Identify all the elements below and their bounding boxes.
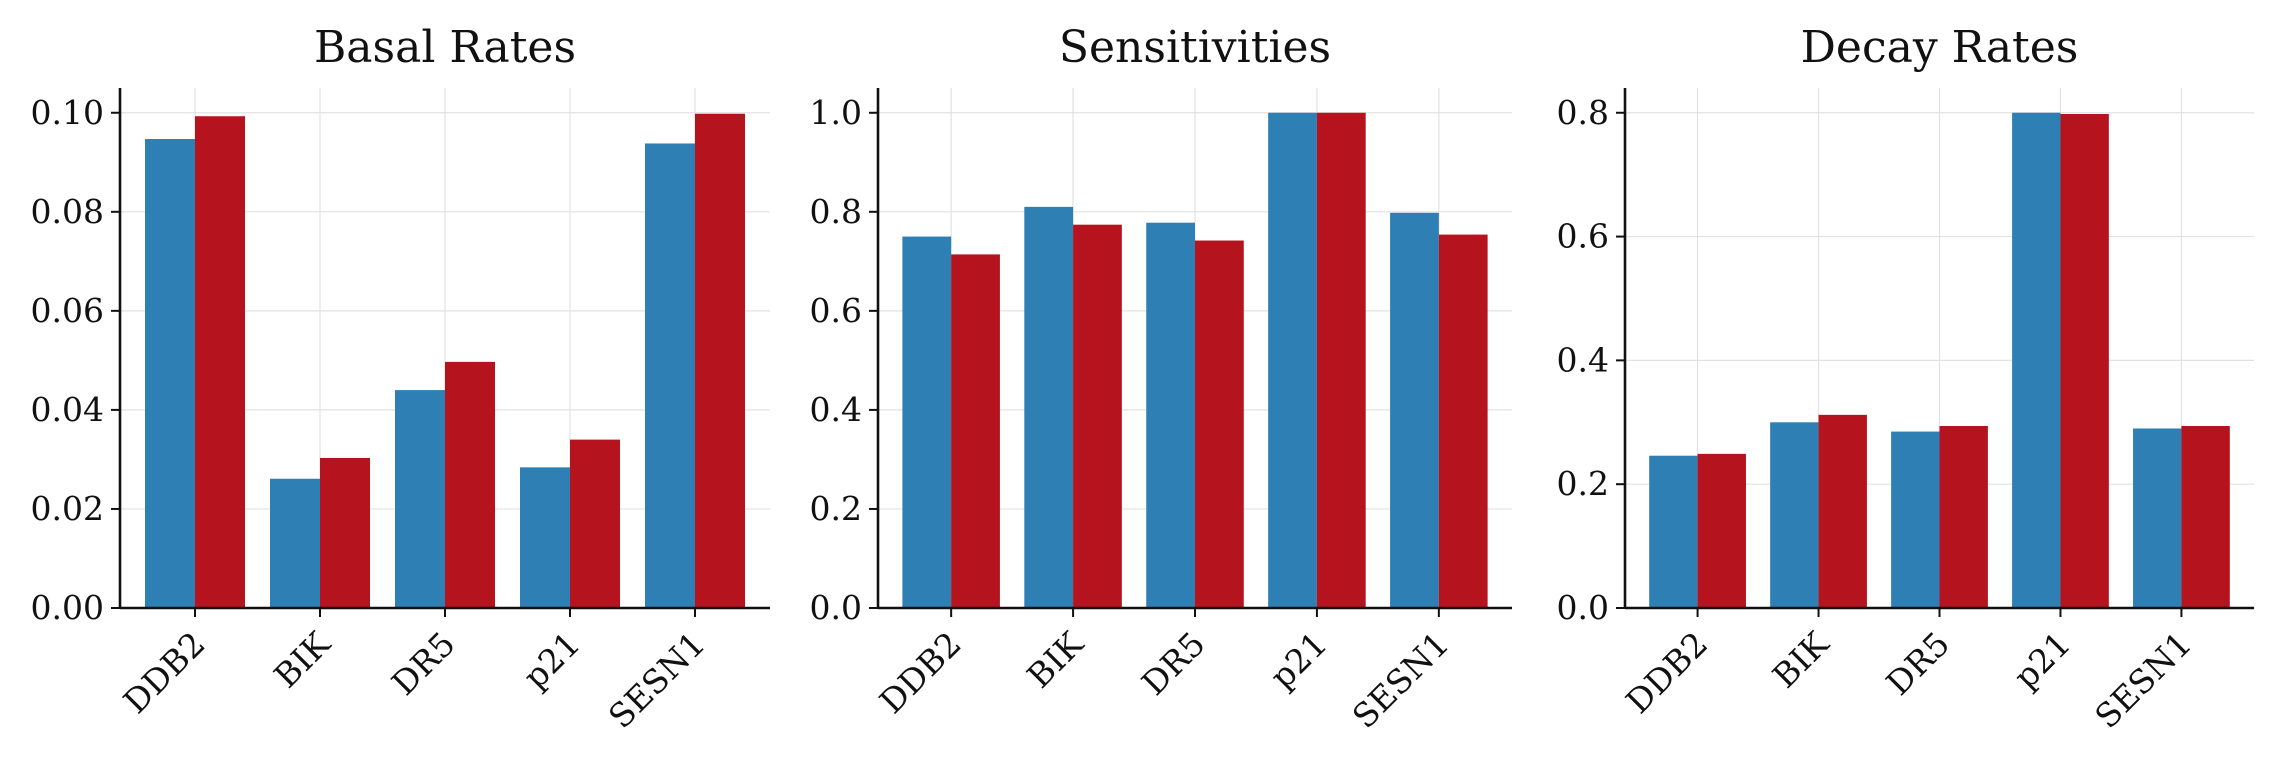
panel-2: 0.0 0.2 0.4 0.6 0.8 1.0 DDB2 BIK DR5 p21 SESN1 Sens… xyxy=(810,22,1512,736)
bar-p21-series-1 xyxy=(1268,112,1317,608)
x-tick-label-ddb2: DDB2 xyxy=(1618,624,1715,721)
bar-ddb2-series-1 xyxy=(1649,455,1698,608)
y-tick-label: 0.06 xyxy=(31,291,104,330)
panel-title: Decay Rates xyxy=(1801,22,2079,73)
y-tick-label: 0.6 xyxy=(810,291,862,330)
panel-title: Sensitivities xyxy=(1059,22,1331,73)
bar-dr5-series-1 xyxy=(1891,431,1940,608)
y-tick-label: 0.10 xyxy=(31,93,104,132)
bar-ddb2-series-2 xyxy=(951,254,1000,608)
y-tick-label: 0.04 xyxy=(31,390,104,429)
bar-sesn1-series-1 xyxy=(645,143,695,608)
x-tick-label-ddb2: DDB2 xyxy=(116,624,213,721)
y-tick-label: 1.0 xyxy=(810,93,862,132)
x-tick-label-sesn1: SESN1 xyxy=(2087,624,2199,736)
bar-p21-series-1 xyxy=(520,467,570,608)
bar-p21-series-2 xyxy=(570,439,620,608)
x-tick-label-bik: BIK xyxy=(1019,623,1091,695)
x-tick-label-dr5: DR5 xyxy=(1134,624,1213,703)
panel-3: 0.0 0.2 0.4 0.6 0.8 DDB2 BIK DR5 p21 SESN1 Decay R… xyxy=(1557,22,2254,736)
y-tick-label: 0.0 xyxy=(1557,588,1609,627)
x-tick-label-bik: BIK xyxy=(266,623,338,695)
bar-ddb2-series-2 xyxy=(1697,453,1746,608)
bar-dr5-series-1 xyxy=(395,390,445,608)
bar-ddb2-series-1 xyxy=(145,139,195,608)
y-tick-label: 0.02 xyxy=(31,489,104,528)
y-tick-label: 0.2 xyxy=(1557,464,1609,503)
x-tick-label-dr5: DR5 xyxy=(384,624,463,703)
bar-bik-series-1 xyxy=(270,478,320,608)
x-tick-label-p21: p21 xyxy=(2006,624,2078,696)
y-tick-label: 0.00 xyxy=(31,588,104,627)
bar-bik-series-1 xyxy=(1770,422,1819,608)
y-tick-label: 0.2 xyxy=(810,489,862,528)
y-tick-label: 0.4 xyxy=(1557,340,1609,379)
bar-p21-series-2 xyxy=(1316,112,1366,608)
bar-dr5-series-2 xyxy=(445,361,495,608)
x-tick-label-ddb2: DDB2 xyxy=(872,624,969,721)
x-tick-label-bik: BIK xyxy=(1765,623,1837,695)
y-tick-label: 0.0 xyxy=(810,588,862,627)
y-tick-label: 0.08 xyxy=(31,192,104,231)
bar-sesn1-series-2 xyxy=(2181,426,2230,608)
bar-ddb2-series-2 xyxy=(195,116,245,608)
bar-sesn1-series-2 xyxy=(1438,234,1488,609)
x-tick-label-p21: p21 xyxy=(1262,624,1334,696)
bar-ddb2-series-1 xyxy=(902,236,952,609)
bar-p21-series-1 xyxy=(2012,112,2061,608)
bar-sesn1-series-1 xyxy=(1390,212,1439,609)
y-tick-label: 0.4 xyxy=(810,390,862,429)
bar-dr5-series-2 xyxy=(1939,426,1988,608)
y-tick-label: 0.8 xyxy=(810,192,862,231)
x-tick-label-dr5: DR5 xyxy=(1878,624,1957,703)
bar-bik-series-2 xyxy=(320,457,370,608)
bar-sesn1-series-2 xyxy=(695,113,745,608)
x-tick-label-sesn1: SESN1 xyxy=(601,624,713,736)
bar-p21-series-2 xyxy=(2060,114,2109,608)
x-tick-label-sesn1: SESN1 xyxy=(1345,624,1457,736)
panel-title: Basal Rates xyxy=(314,22,576,73)
x-tick-label-p21: p21 xyxy=(515,624,587,696)
bar-bik-series-2 xyxy=(1073,224,1122,608)
panel-1: 0.00 0.02 0.04 0.06 0.08 0.10 DDB2 BIK DR5 p21 SES… xyxy=(31,22,770,736)
bar-dr5-series-1 xyxy=(1146,222,1195,608)
bar-dr5-series-2 xyxy=(1195,240,1244,609)
y-tick-label: 0.6 xyxy=(1557,217,1609,256)
bar-bik-series-1 xyxy=(1024,206,1074,608)
bar-sesn1-series-1 xyxy=(2133,428,2182,608)
bar-bik-series-2 xyxy=(1818,414,1867,608)
y-tick-label: 0.8 xyxy=(1557,93,1609,132)
